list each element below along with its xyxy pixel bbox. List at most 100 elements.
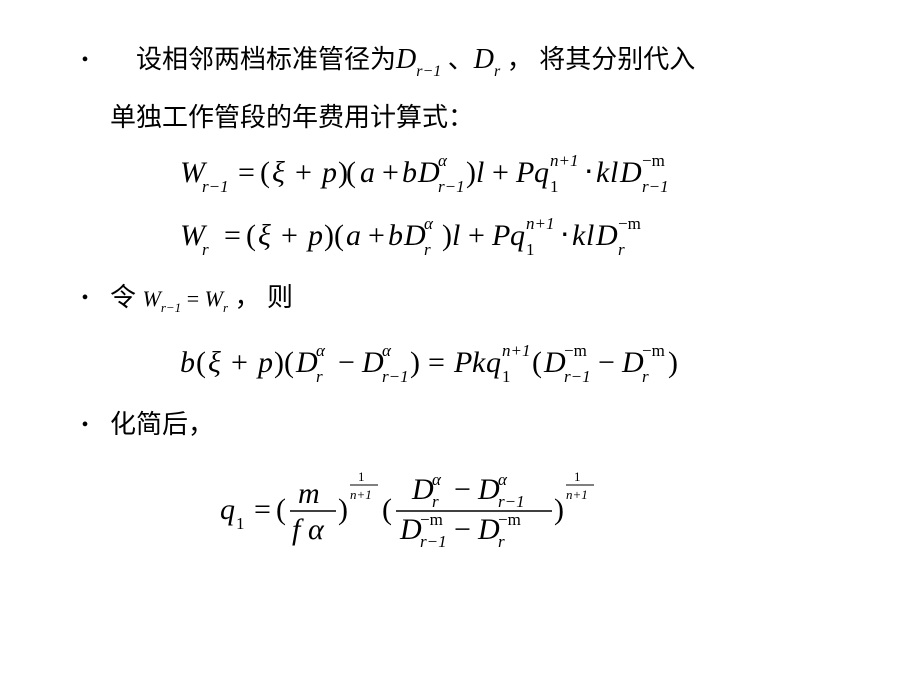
svg-text:(: ( <box>346 156 356 189</box>
sub-rm1: r−1 <box>416 63 441 80</box>
bullet-1-text: 设相邻两档标准管径为Dr−1 、Dr ， 将其分别代入 <box>110 38 860 92</box>
svg-text:): ) <box>668 346 678 379</box>
svg-text:−m: −m <box>498 510 521 529</box>
svg-text:1: 1 <box>358 469 365 484</box>
svg-text:(: ( <box>260 156 270 189</box>
svg-text:l: l <box>476 156 484 189</box>
svg-text:r: r <box>432 492 439 511</box>
svg-text:+: + <box>231 346 248 379</box>
var-w: W <box>205 286 223 311</box>
svg-text:l: l <box>586 219 594 252</box>
svg-text:1: 1 <box>550 177 559 196</box>
var-d: D <box>474 44 494 75</box>
bullet-1: • 设相邻两档标准管径为Dr−1 、Dr ， 将其分别代入 <box>60 38 860 92</box>
svg-text:α: α <box>498 470 508 489</box>
svg-text:): ) <box>274 346 284 379</box>
equation-3: b ( ξ + p ) ( D α r − D α r−1 ) = P k q … <box>180 340 860 393</box>
svg-text:=: = <box>254 493 271 526</box>
svg-text:1: 1 <box>502 367 511 386</box>
svg-text:α: α <box>316 341 326 360</box>
bullet-3-text: 化简后， <box>110 403 860 447</box>
text: ， 则 <box>228 283 293 312</box>
svg-text:+: + <box>281 219 298 252</box>
bullet-marker: • <box>60 38 110 82</box>
equation-2: W r = ( ξ + p ) ( a + b D α r ) l + P q … <box>180 213 860 266</box>
svg-text:a: a <box>346 219 361 252</box>
svg-text:D: D <box>399 513 422 546</box>
svg-text:(: ( <box>276 493 286 526</box>
svg-text:−m: −m <box>420 510 443 529</box>
svg-text:−m: −m <box>618 214 641 233</box>
svg-text:ξ: ξ <box>272 156 285 189</box>
svg-text:+: + <box>468 219 485 252</box>
svg-text:p: p <box>320 156 337 189</box>
bullet-marker: • <box>60 403 110 447</box>
svg-text:−m: −m <box>642 341 665 360</box>
svg-text:(: ( <box>284 346 294 379</box>
svg-text:=: = <box>238 156 255 189</box>
svg-text:(: ( <box>196 346 206 379</box>
svg-text:=: = <box>224 219 241 252</box>
slide-content: • 设相邻两档标准管径为Dr−1 、Dr ， 将其分别代入 单独工作管段的年费用… <box>0 0 920 562</box>
svg-text:(: ( <box>532 346 542 379</box>
svg-text:q: q <box>486 346 501 379</box>
eq2-svg: W r = ( ξ + p ) ( a + b D α r ) l + P q … <box>180 213 820 261</box>
svg-text:a: a <box>360 156 375 189</box>
svg-text:α: α <box>438 151 448 170</box>
svg-text:n+1: n+1 <box>550 151 578 170</box>
svg-text:+: + <box>368 219 385 252</box>
var-w: W <box>143 286 161 311</box>
svg-text:α: α <box>308 513 325 546</box>
svg-text:r−1: r−1 <box>642 177 669 196</box>
text: 、 <box>441 45 474 74</box>
svg-text:−: − <box>454 513 471 546</box>
svg-text:P: P <box>515 156 534 189</box>
svg-text:q: q <box>220 493 235 526</box>
svg-text:r−1: r−1 <box>202 177 229 196</box>
svg-text:(: ( <box>334 219 344 252</box>
svg-text:α: α <box>432 470 442 489</box>
svg-text:r: r <box>498 532 505 551</box>
svg-text:+: + <box>492 156 509 189</box>
svg-text:r−1: r−1 <box>420 532 447 551</box>
svg-text:1: 1 <box>574 469 581 484</box>
svg-text:−: − <box>454 473 471 506</box>
svg-text:⋅: ⋅ <box>560 219 570 252</box>
svg-text:−m: −m <box>564 341 587 360</box>
svg-text:−: − <box>338 346 355 379</box>
svg-text:n+1: n+1 <box>502 341 530 360</box>
svg-text:D: D <box>543 346 566 379</box>
svg-text:r: r <box>618 240 625 259</box>
svg-text:p: p <box>306 219 323 252</box>
svg-text:): ) <box>410 346 420 379</box>
svg-text:f: f <box>292 513 304 546</box>
svg-text:l: l <box>452 219 460 252</box>
svg-text:−m: −m <box>642 151 665 170</box>
text: ， 将其分别代入 <box>500 45 695 74</box>
svg-text:n+1: n+1 <box>566 487 588 502</box>
svg-text:1: 1 <box>236 514 245 533</box>
svg-text:r: r <box>642 367 649 386</box>
svg-text:D: D <box>595 219 618 252</box>
svg-text:P: P <box>453 346 472 379</box>
svg-text:D: D <box>411 473 434 506</box>
sub-rm1: r−1 <box>161 300 181 315</box>
text: 设相邻两档标准管径为 <box>136 45 396 74</box>
svg-text:r−1: r−1 <box>438 177 465 196</box>
svg-text:b: b <box>388 219 403 252</box>
svg-text:+: + <box>295 156 312 189</box>
eq4-svg: q 1 = ( m f α ) 1 n+1 ( D α r − D α r−1 <box>220 467 780 557</box>
svg-text:r: r <box>424 240 431 259</box>
svg-text:): ) <box>554 493 564 526</box>
svg-text:r−1: r−1 <box>564 367 591 386</box>
svg-text:k: k <box>596 156 610 189</box>
svg-text:q: q <box>534 156 549 189</box>
svg-text:D: D <box>403 219 426 252</box>
svg-text:l: l <box>610 156 618 189</box>
equation-4: q 1 = ( m f α ) 1 n+1 ( D α r − D α r−1 <box>220 467 860 562</box>
svg-text:): ) <box>324 219 334 252</box>
svg-text:D: D <box>417 156 440 189</box>
svg-text:1: 1 <box>526 240 535 259</box>
svg-text:=: = <box>428 346 445 379</box>
svg-text:α: α <box>424 214 434 233</box>
